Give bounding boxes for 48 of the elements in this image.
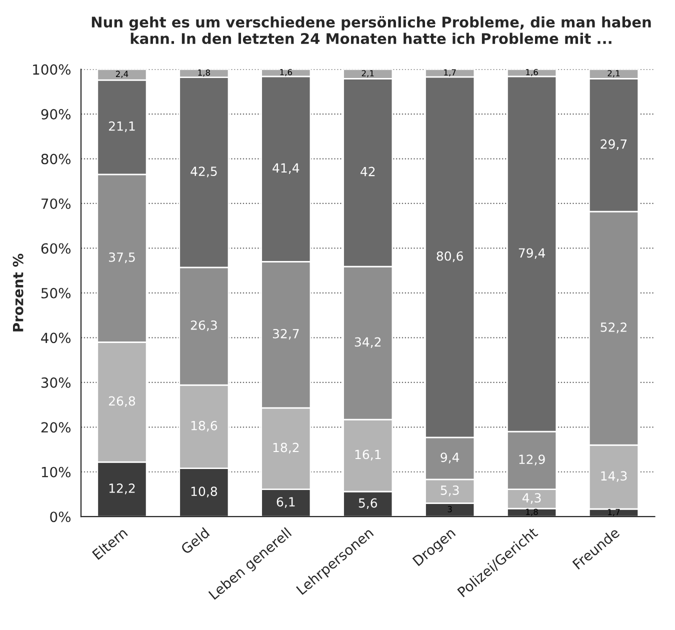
data-label: 12,9 bbox=[519, 454, 545, 466]
data-label: 1,6 bbox=[526, 68, 538, 76]
y-tick-label: 60% bbox=[41, 243, 71, 254]
data-label: 34,2 bbox=[354, 337, 381, 348]
y-tick-label: 30% bbox=[41, 377, 71, 388]
data-label: 1,6 bbox=[280, 68, 292, 76]
data-label: 18,6 bbox=[191, 420, 218, 432]
data-label: 41,4 bbox=[272, 163, 300, 174]
data-label: 21,1 bbox=[108, 121, 135, 132]
y-tick-label: 70% bbox=[42, 198, 71, 209]
data-label: 18,2 bbox=[273, 442, 299, 454]
data-label: 80,6 bbox=[436, 251, 463, 262]
data-label: 4,3 bbox=[522, 493, 541, 504]
y-tick-label: 50% bbox=[41, 288, 71, 298]
data-label: 6,1 bbox=[276, 497, 295, 508]
y-tick-label: 20% bbox=[41, 422, 71, 433]
data-label: 42,5 bbox=[190, 166, 217, 178]
y-tick-label: 40% bbox=[41, 332, 71, 344]
data-label: 5,3 bbox=[440, 486, 459, 496]
data-label: 1,7 bbox=[608, 509, 620, 516]
data-label: 12,2 bbox=[109, 483, 135, 494]
data-label: 42 bbox=[360, 166, 375, 176]
data-label: 79,4 bbox=[518, 248, 546, 259]
chart-title: Nun geht es um verschiedene persönliche Probleme, die man haben kann. In den letzten 24 Monaten hatte ich Probleme mit ... bbox=[92, 16, 651, 44]
data-label: 2,1 bbox=[608, 70, 620, 78]
y-tick-label: 80% bbox=[41, 154, 71, 164]
data-label: 16,1 bbox=[355, 450, 381, 460]
data-label: 26,3 bbox=[190, 320, 217, 332]
data-label: 26,8 bbox=[108, 396, 136, 407]
data-label: 29,7 bbox=[600, 139, 627, 150]
y-tick-label: 100% bbox=[33, 64, 71, 75]
y-tick-label: 90% bbox=[41, 109, 71, 120]
y-tick-label: 0% bbox=[50, 512, 71, 522]
data-label: 1,7 bbox=[444, 69, 456, 76]
data-label: 2,4 bbox=[116, 70, 128, 78]
data-label: 52,2 bbox=[600, 322, 626, 334]
y-axis-title: Prozent % bbox=[12, 254, 24, 332]
data-label: 3 bbox=[448, 506, 452, 512]
data-label: 2,1 bbox=[362, 70, 374, 78]
data-label: 14,3 bbox=[601, 471, 627, 482]
data-label: 9,4 bbox=[440, 452, 460, 464]
data-label: 10,8 bbox=[191, 486, 218, 498]
data-label: 32,7 bbox=[272, 328, 299, 340]
y-tick-label: 10% bbox=[42, 466, 71, 478]
data-label: 5,6 bbox=[358, 498, 378, 509]
data-label: 1,8 bbox=[198, 69, 210, 77]
data-label: 1,8 bbox=[526, 508, 538, 516]
data-label: 37,5 bbox=[109, 252, 135, 264]
